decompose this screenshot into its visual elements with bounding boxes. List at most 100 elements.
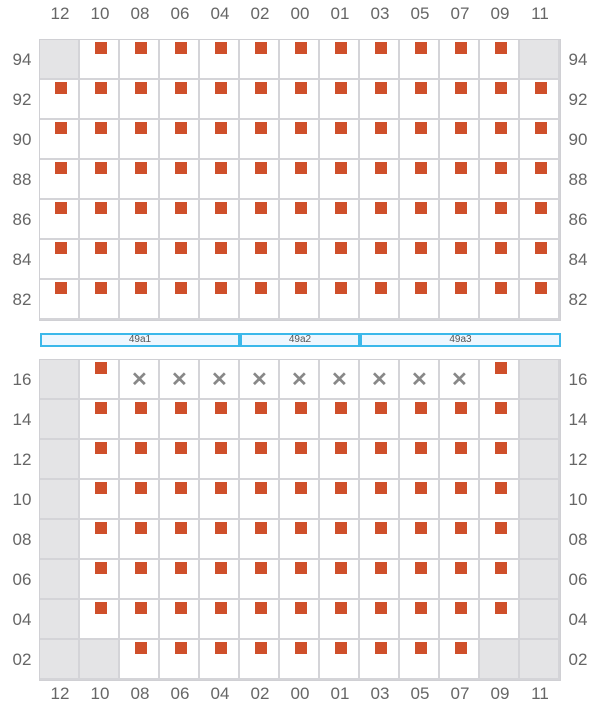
seat-cell[interactable] — [240, 200, 280, 240]
seat-cell[interactable] — [200, 280, 240, 320]
seat-cell[interactable] — [200, 40, 240, 80]
seat-cell[interactable] — [160, 480, 200, 520]
seat-cell[interactable] — [320, 480, 360, 520]
seat-cell[interactable] — [120, 240, 160, 280]
seat-cell[interactable] — [160, 560, 200, 600]
seat-cell[interactable] — [360, 400, 400, 440]
seat-cell[interactable] — [280, 400, 320, 440]
seat-cell[interactable] — [200, 520, 240, 560]
seat-cell[interactable] — [360, 560, 400, 600]
seat-cell[interactable] — [480, 560, 520, 600]
seat-cell[interactable] — [120, 400, 160, 440]
seat-cell[interactable] — [160, 400, 200, 440]
seat-cell[interactable] — [400, 640, 440, 680]
seat-cell[interactable] — [280, 160, 320, 200]
seat-cell[interactable] — [440, 40, 480, 80]
seat-cell[interactable] — [80, 440, 120, 480]
seat-cell[interactable] — [280, 240, 320, 280]
seat-cell[interactable] — [80, 160, 120, 200]
seat-cell[interactable] — [440, 560, 480, 600]
seat-cell[interactable] — [320, 40, 360, 80]
seat-cell[interactable] — [200, 80, 240, 120]
seat-cell[interactable] — [320, 600, 360, 640]
seat-cell[interactable] — [360, 80, 400, 120]
seat-cell[interactable] — [160, 120, 200, 160]
seat-cell[interactable] — [160, 600, 200, 640]
seat-cell[interactable] — [440, 640, 480, 680]
seat-cell[interactable] — [480, 360, 520, 400]
seat-cell[interactable] — [320, 400, 360, 440]
seat-cell[interactable] — [240, 440, 280, 480]
seat-cell[interactable] — [400, 440, 440, 480]
seat-cell[interactable] — [120, 480, 160, 520]
seat-cell[interactable] — [120, 160, 160, 200]
seat-cell[interactable] — [360, 280, 400, 320]
seat-cell[interactable] — [160, 640, 200, 680]
seat-cell[interactable] — [360, 640, 400, 680]
seat-cell[interactable] — [520, 240, 560, 280]
seat-cell[interactable] — [480, 120, 520, 160]
seat-cell[interactable] — [320, 440, 360, 480]
seat-cell[interactable] — [440, 200, 480, 240]
seat-cell[interactable] — [40, 160, 80, 200]
seat-cell[interactable] — [280, 80, 320, 120]
seat-cell[interactable] — [200, 120, 240, 160]
seat-cell[interactable] — [440, 280, 480, 320]
seat-cell[interactable] — [240, 160, 280, 200]
seat-cell[interactable] — [40, 280, 80, 320]
seat-cell[interactable] — [200, 640, 240, 680]
seat-cell[interactable] — [240, 80, 280, 120]
seat-cell[interactable] — [120, 600, 160, 640]
seat-cell[interactable] — [160, 200, 200, 240]
seat-cell[interactable] — [80, 280, 120, 320]
seat-cell[interactable] — [240, 280, 280, 320]
seat-cell[interactable] — [280, 440, 320, 480]
seat-cell[interactable] — [80, 120, 120, 160]
seat-cell[interactable] — [80, 80, 120, 120]
seat-cell[interactable] — [480, 480, 520, 520]
seat-cell[interactable] — [480, 600, 520, 640]
seat-cell[interactable] — [80, 560, 120, 600]
seat-cell[interactable] — [160, 440, 200, 480]
seat-cell[interactable] — [480, 440, 520, 480]
seat-cell[interactable] — [320, 640, 360, 680]
seat-cell[interactable] — [160, 160, 200, 200]
seat-cell[interactable] — [480, 40, 520, 80]
seat-cell[interactable] — [120, 520, 160, 560]
seat-cell[interactable] — [480, 240, 520, 280]
seat-cell[interactable] — [200, 440, 240, 480]
seat-cell[interactable] — [240, 520, 280, 560]
seat-cell[interactable] — [280, 40, 320, 80]
seat-cell[interactable] — [280, 640, 320, 680]
seat-cell[interactable] — [40, 80, 80, 120]
seat-cell[interactable] — [80, 200, 120, 240]
seat-cell[interactable] — [280, 600, 320, 640]
seat-cell[interactable] — [440, 120, 480, 160]
seat-cell[interactable] — [480, 280, 520, 320]
seat-cell[interactable] — [200, 480, 240, 520]
seat-cell[interactable] — [160, 520, 200, 560]
seat-cell[interactable] — [120, 40, 160, 80]
seat-cell[interactable] — [280, 480, 320, 520]
seat-cell[interactable] — [320, 120, 360, 160]
seat-cell[interactable] — [80, 400, 120, 440]
seat-cell[interactable] — [80, 600, 120, 640]
seat-cell[interactable] — [360, 480, 400, 520]
seat-cell[interactable] — [360, 520, 400, 560]
seat-cell[interactable] — [400, 400, 440, 440]
seat-cell[interactable] — [360, 160, 400, 200]
seat-cell[interactable] — [280, 280, 320, 320]
seat-cell[interactable] — [360, 200, 400, 240]
seat-cell[interactable] — [160, 40, 200, 80]
seat-cell[interactable] — [240, 600, 280, 640]
seat-cell[interactable] — [400, 520, 440, 560]
seat-cell[interactable] — [520, 280, 560, 320]
seat-cell[interactable] — [520, 160, 560, 200]
seat-cell[interactable] — [200, 240, 240, 280]
seat-cell[interactable] — [80, 240, 120, 280]
section-bar[interactable]: 49a3 — [360, 333, 561, 347]
section-bar[interactable]: 49a1 — [40, 333, 240, 347]
seat-cell[interactable] — [160, 80, 200, 120]
seat-cell[interactable] — [400, 240, 440, 280]
seat-cell[interactable] — [520, 200, 560, 240]
